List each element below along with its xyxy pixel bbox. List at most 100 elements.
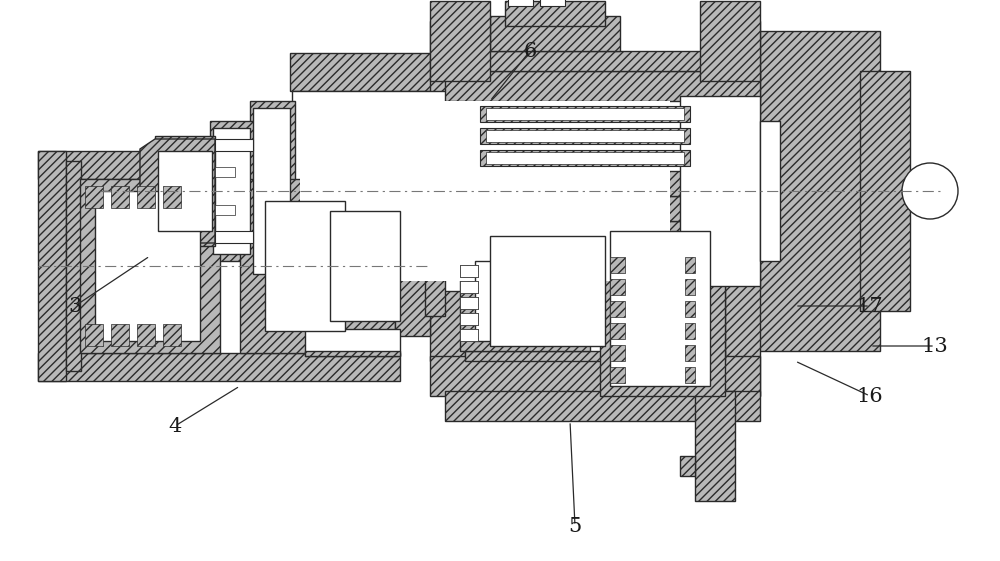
Bar [95,191,200,341]
Bar [330,211,400,321]
Bar [140,149,160,233]
Bar [486,152,684,164]
Bar [465,351,725,361]
Bar [66,161,81,371]
Bar [700,1,760,81]
Bar [395,196,430,336]
Bar [685,301,695,317]
Bar [508,0,533,6]
Bar [163,186,181,208]
Bar [305,329,400,356]
Bar [680,456,695,476]
Bar [600,221,725,396]
Bar [725,21,760,396]
Text: 4: 4 [168,416,182,435]
Text: 5: 5 [568,517,582,536]
Bar [38,353,400,381]
Bar [460,329,478,341]
Bar [490,236,605,346]
Bar [292,91,682,291]
Bar [85,186,103,208]
Bar [685,345,695,361]
Bar [610,301,625,317]
Bar [430,21,465,361]
Bar [215,231,253,243]
Bar [460,281,478,293]
Bar [265,201,345,331]
Bar [215,139,253,151]
Bar [460,313,478,325]
Bar [460,251,590,351]
Bar [460,51,745,71]
Bar [685,323,695,339]
Bar [111,324,129,346]
Bar [250,101,295,281]
Bar [38,151,66,381]
Bar [155,136,215,246]
Bar [475,261,575,341]
Bar [137,186,155,208]
Bar [680,53,810,329]
Text: 16: 16 [857,387,883,406]
Bar [540,0,565,6]
Bar [460,297,478,309]
Bar [290,53,720,91]
Bar [445,171,745,196]
Bar [490,16,620,51]
Bar [425,216,445,316]
Bar [163,324,181,346]
Bar [486,130,684,142]
Bar [610,323,625,339]
Bar [430,1,490,81]
Bar [480,128,690,144]
Bar [210,121,255,261]
Bar [720,31,880,351]
Bar [445,71,760,101]
Text: 3: 3 [68,297,82,315]
Bar [215,167,235,177]
Bar [213,128,250,254]
Bar [85,324,103,346]
Bar [685,257,695,273]
Bar [680,96,760,286]
Bar [680,96,760,286]
Bar [137,324,155,346]
Bar [430,356,760,396]
Bar [445,391,760,421]
Bar [253,108,290,274]
Bar [215,205,235,215]
Bar [610,279,625,295]
Bar [760,121,780,261]
Bar [460,281,478,293]
Bar [460,329,478,341]
Bar [860,71,910,311]
Bar [80,179,220,353]
Bar [460,313,478,325]
Polygon shape [140,139,215,243]
Bar [685,367,695,383]
Bar [610,257,625,273]
Bar [610,367,625,383]
Bar [480,106,690,122]
Text: 6: 6 [523,42,537,61]
Bar [300,101,670,281]
Bar [505,1,605,26]
Bar [460,265,478,277]
Text: 13: 13 [922,337,948,356]
Bar [460,297,478,309]
Bar [290,291,720,329]
Bar [695,391,735,501]
Bar [685,279,695,295]
Bar [158,151,212,231]
Bar [610,345,625,361]
Bar [486,108,684,120]
Bar [240,179,395,353]
Bar [305,351,400,356]
Bar [465,196,725,221]
Bar [38,151,400,179]
Bar [460,265,478,277]
Bar [610,231,710,386]
Text: 17: 17 [857,297,883,315]
Circle shape [902,163,958,219]
Bar [111,186,129,208]
